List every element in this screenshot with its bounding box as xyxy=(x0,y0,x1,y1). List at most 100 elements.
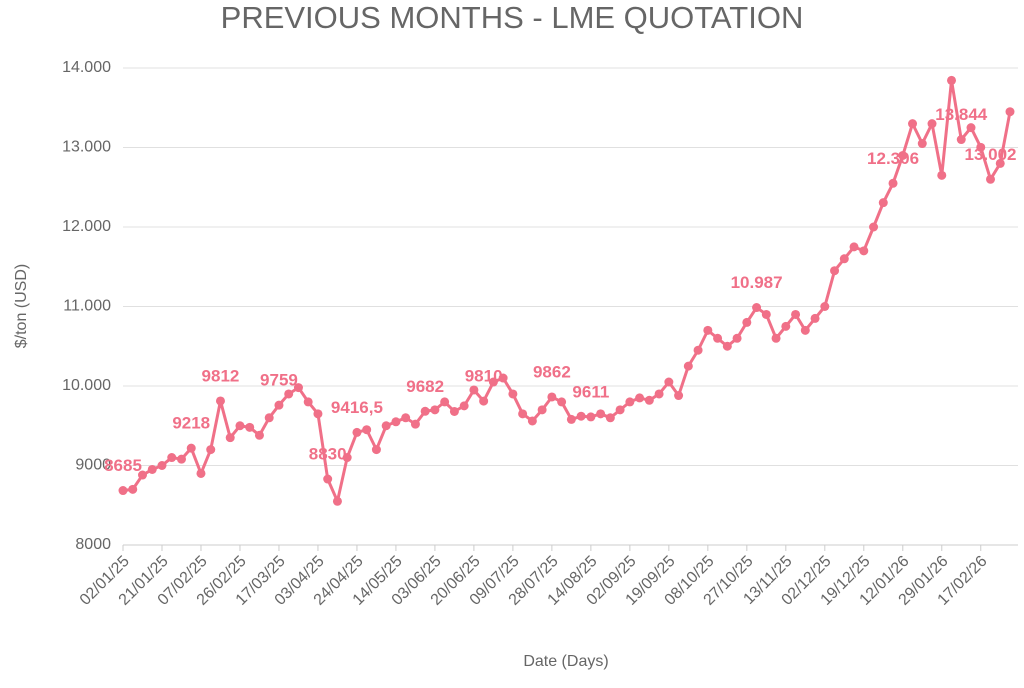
point xyxy=(469,385,479,395)
point xyxy=(917,139,927,149)
data-label: 9759 xyxy=(260,371,298,390)
point xyxy=(498,373,508,383)
y-tick-label: 10.000 xyxy=(62,377,111,394)
point xyxy=(254,430,264,440)
point xyxy=(332,496,342,506)
data-label: 9812 xyxy=(202,366,240,385)
data-label: 8685 xyxy=(104,456,142,475)
point xyxy=(128,484,138,494)
point xyxy=(761,309,771,319)
point xyxy=(430,405,440,415)
point xyxy=(488,377,498,387)
point xyxy=(586,412,596,422)
point xyxy=(264,413,274,423)
y-tick-label: 11.000 xyxy=(63,298,111,315)
point xyxy=(147,464,157,474)
point xyxy=(625,397,635,407)
point xyxy=(995,158,1005,168)
point xyxy=(566,414,576,424)
point xyxy=(674,391,684,401)
y-tick-label: 9000 xyxy=(75,457,111,474)
point xyxy=(196,468,206,478)
point xyxy=(137,470,147,480)
point xyxy=(479,396,489,406)
point xyxy=(859,246,869,256)
point xyxy=(683,361,693,371)
point xyxy=(401,413,411,423)
point xyxy=(839,254,849,264)
point xyxy=(235,421,245,431)
point xyxy=(206,445,216,455)
point xyxy=(576,411,586,421)
point xyxy=(771,333,781,343)
point xyxy=(654,389,664,399)
data-label: 10.987 xyxy=(731,273,783,292)
y-tick-label: 8000 xyxy=(75,536,111,553)
point xyxy=(956,135,966,145)
point xyxy=(596,409,606,419)
point xyxy=(293,383,303,393)
x-axis-label: Date (Days) xyxy=(523,653,608,670)
point xyxy=(830,266,840,276)
point xyxy=(791,309,801,319)
point xyxy=(215,396,225,406)
point xyxy=(966,123,976,133)
point xyxy=(323,474,333,484)
point xyxy=(908,119,918,129)
chart-title: PREVIOUS MONTHS - LME QUOTATION xyxy=(221,0,804,35)
point xyxy=(449,406,459,416)
point xyxy=(362,425,372,435)
point xyxy=(869,222,879,232)
point xyxy=(693,345,703,355)
point xyxy=(118,486,128,496)
data-label: 8830 xyxy=(309,444,347,463)
data-label: 9416,5 xyxy=(331,398,383,417)
point xyxy=(381,421,391,431)
data-label: 9682 xyxy=(406,377,444,396)
point xyxy=(352,427,362,437)
point xyxy=(615,405,625,415)
point xyxy=(557,397,567,407)
data-label: 9862 xyxy=(533,362,571,381)
point xyxy=(410,419,420,429)
point xyxy=(849,242,859,252)
point xyxy=(976,142,986,152)
point xyxy=(820,302,830,311)
point xyxy=(547,392,557,402)
data-label: 9218 xyxy=(172,414,210,433)
y-tick-label: 13.000 xyxy=(62,139,111,156)
point xyxy=(225,433,235,443)
point xyxy=(176,454,186,464)
point xyxy=(713,333,723,343)
point xyxy=(245,422,255,432)
point xyxy=(947,75,957,85)
data-label: 12.306 xyxy=(867,149,919,168)
point xyxy=(986,174,996,184)
point xyxy=(1005,107,1015,117)
point xyxy=(391,417,401,427)
point xyxy=(635,393,645,403)
point xyxy=(508,389,518,399)
point xyxy=(420,406,430,416)
point xyxy=(167,453,177,463)
point xyxy=(537,405,547,415)
point xyxy=(898,150,908,160)
point xyxy=(527,416,537,426)
data-label: 13.002 xyxy=(965,145,1017,164)
point xyxy=(313,409,323,419)
point xyxy=(878,198,888,208)
y-axis-label: $/ton (USD) xyxy=(13,264,30,348)
point xyxy=(732,333,742,343)
point xyxy=(810,313,820,323)
point xyxy=(440,397,450,407)
point xyxy=(664,377,674,387)
y-tick-label: 12.000 xyxy=(62,218,111,235)
point xyxy=(644,395,654,405)
y-tick-label: 14.000 xyxy=(62,59,111,76)
point xyxy=(459,401,469,411)
point xyxy=(752,303,762,313)
point xyxy=(303,397,313,407)
point xyxy=(605,413,615,423)
point xyxy=(927,119,937,129)
